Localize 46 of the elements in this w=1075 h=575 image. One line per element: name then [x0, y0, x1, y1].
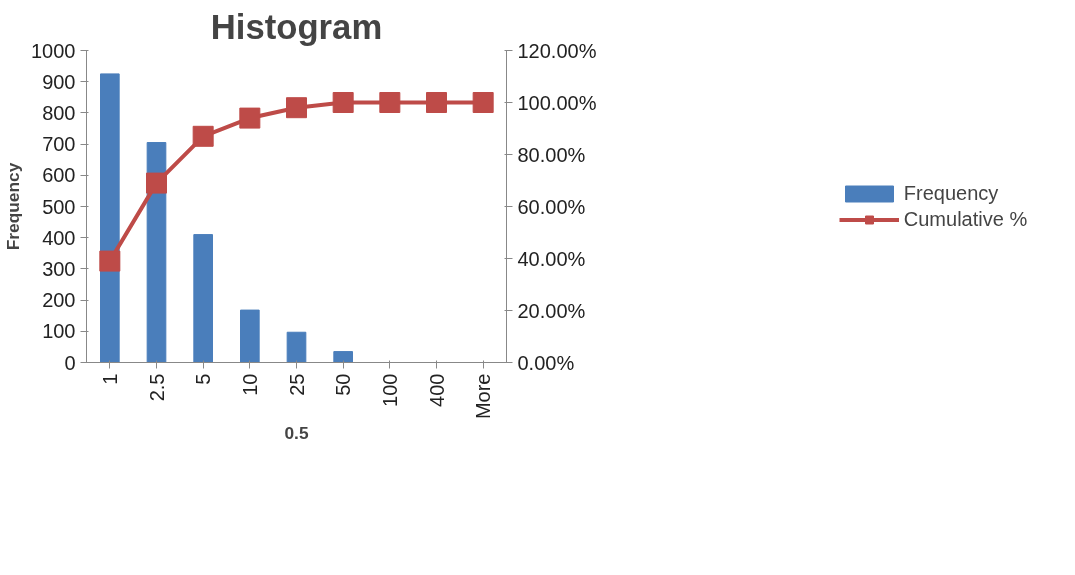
y-tick-label: 600 — [42, 164, 76, 187]
point — [379, 92, 401, 113]
point — [192, 125, 214, 147]
x-tick-label: 100 — [378, 373, 401, 407]
x-tick-label: 1 — [98, 373, 121, 385]
y2-tick-label: 120.00% — [517, 39, 597, 62]
point — [426, 92, 447, 113]
x-axis-title: 0.5 — [284, 423, 309, 444]
point — [239, 107, 261, 129]
x-tick-label: 25 — [285, 373, 308, 396]
x-tick-label: 50 — [332, 373, 355, 396]
y2-tick-label: 0.00% — [517, 351, 575, 374]
y2-tick-label: 20.00% — [517, 299, 586, 322]
x-tick-label: More — [472, 373, 495, 420]
y-tick-label: 0 — [64, 351, 76, 374]
chart-title: Histogram — [210, 7, 383, 46]
bar — [193, 234, 213, 363]
y-tick-label: 100 — [42, 320, 76, 343]
bar — [333, 351, 353, 363]
x-tick-label: 400 — [425, 373, 448, 407]
bar — [240, 309, 260, 363]
point — [332, 92, 354, 113]
y-tick-label: 300 — [42, 257, 76, 280]
x-tick-label: 10 — [238, 373, 261, 396]
point — [146, 172, 167, 194]
point — [286, 97, 307, 119]
x-tick-label: 5 — [192, 373, 215, 385]
y-axis-title: Frequency — [3, 162, 24, 251]
y-tick-label: 200 — [42, 289, 76, 312]
y2-tick-label: 80.00% — [517, 143, 586, 166]
x-tick-label: 2.5 — [145, 373, 168, 402]
y-tick-label: 500 — [42, 195, 76, 218]
point — [99, 250, 121, 272]
y-tick-label: 900 — [42, 70, 76, 93]
y2-tick-label: 40.00% — [517, 247, 586, 270]
y2-tick-label: 100.00% — [517, 91, 597, 114]
y2-tick-label: 60.00% — [517, 195, 586, 218]
bar — [100, 73, 120, 363]
y-tick-label: 1000 — [31, 39, 76, 62]
y-tick-label: 400 — [42, 226, 76, 249]
legend-label: Cumulative % — [903, 207, 1028, 231]
y-tick-label: 800 — [42, 101, 76, 124]
bar — [286, 331, 307, 363]
point — [472, 92, 494, 113]
y-tick-label: 700 — [42, 133, 76, 156]
legend-label: Frequency — [903, 181, 999, 205]
